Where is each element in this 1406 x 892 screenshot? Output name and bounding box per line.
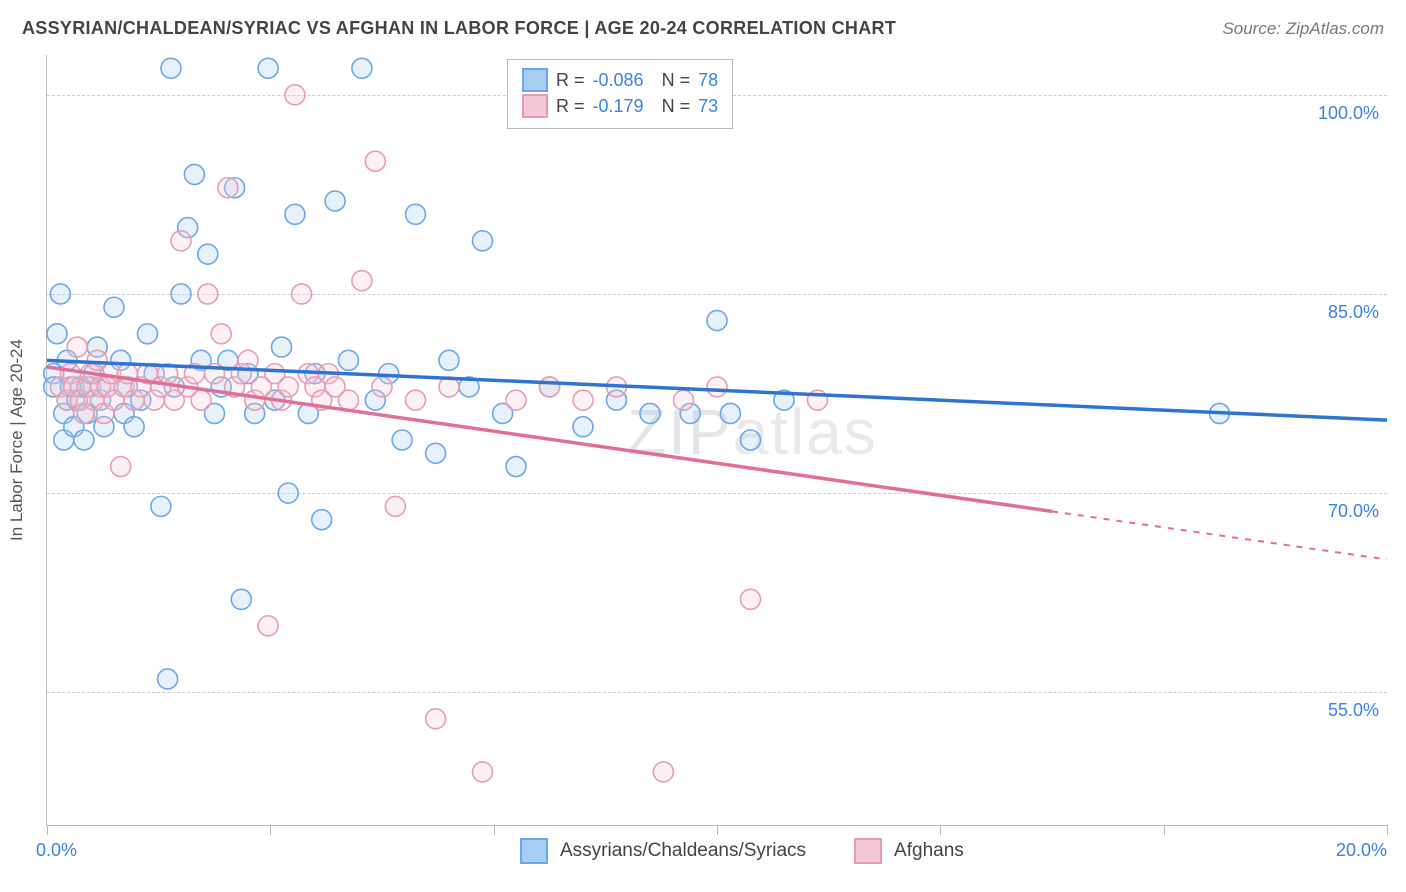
x-tick <box>494 825 495 835</box>
data-point <box>506 390 526 410</box>
data-point <box>392 430 412 450</box>
data-point <box>104 297 124 317</box>
data-point <box>285 85 305 105</box>
data-point <box>339 350 359 370</box>
data-point <box>184 164 204 184</box>
y-tick-label: 70.0% <box>1328 501 1379 522</box>
data-point <box>325 191 345 211</box>
legend-n-value: 73 <box>698 96 718 117</box>
data-point <box>506 457 526 477</box>
data-point <box>278 377 298 397</box>
data-point <box>573 390 593 410</box>
y-tick-label: 85.0% <box>1328 302 1379 323</box>
data-point <box>426 443 446 463</box>
legend-swatch <box>522 94 548 118</box>
legend-n-value: 78 <box>698 70 718 91</box>
data-point <box>74 430 94 450</box>
data-point <box>473 231 493 251</box>
data-point <box>191 390 211 410</box>
data-point <box>426 709 446 729</box>
data-point <box>151 496 171 516</box>
legend-swatch <box>520 838 548 864</box>
data-point <box>741 589 761 609</box>
data-point <box>439 350 459 370</box>
stats-legend-row: R = -0.086 N = 78 <box>522 68 718 92</box>
legend-r-value: -0.086 <box>593 70 644 91</box>
data-point <box>231 589 251 609</box>
data-point <box>674 390 694 410</box>
data-point <box>352 58 372 78</box>
y-axis-label: In Labor Force | Age 20-24 <box>7 339 27 541</box>
data-point <box>352 271 372 291</box>
legend-swatch <box>854 838 882 864</box>
data-point <box>312 510 332 530</box>
plot-area: In Labor Force | Age 20-24 ZIPatlas R = … <box>46 55 1387 826</box>
x-tick <box>717 825 718 835</box>
data-point <box>158 669 178 689</box>
data-point <box>211 324 231 344</box>
x-tick <box>1164 825 1165 835</box>
data-point <box>47 324 67 344</box>
data-point <box>198 284 218 304</box>
data-point <box>720 403 740 423</box>
x-axis-min-label: 0.0% <box>36 840 77 861</box>
title-bar: ASSYRIAN/CHALDEAN/SYRIAC VS AFGHAN IN LA… <box>22 18 1384 39</box>
data-point <box>50 284 70 304</box>
data-point <box>339 390 359 410</box>
x-axis-max-label: 20.0% <box>1336 840 1387 861</box>
source-label: Source: ZipAtlas.com <box>1222 19 1384 39</box>
data-point <box>573 417 593 437</box>
legend-swatch <box>522 68 548 92</box>
y-tick-label: 55.0% <box>1328 700 1379 721</box>
chart-title: ASSYRIAN/CHALDEAN/SYRIAC VS AFGHAN IN LA… <box>22 18 896 39</box>
data-point <box>258 616 278 636</box>
data-point <box>406 390 426 410</box>
data-point <box>653 762 673 782</box>
x-tick <box>47 825 48 835</box>
data-point <box>365 151 385 171</box>
legend-r-label: R = <box>556 70 585 91</box>
data-point <box>138 324 158 344</box>
legend-r-label: R = <box>556 96 585 117</box>
stats-legend: R = -0.086 N = 78R = -0.179 N = 73 <box>507 59 733 129</box>
legend-n-label: N = <box>652 70 691 91</box>
legend-n-label: N = <box>652 96 691 117</box>
data-point <box>707 311 727 331</box>
data-point <box>124 417 144 437</box>
data-point <box>473 762 493 782</box>
series-legend: Assyrians/Chaldeans/Syriacs Afghans <box>520 838 1000 864</box>
legend-series-label: Afghans <box>894 840 964 862</box>
x-tick <box>940 825 941 835</box>
x-tick <box>270 825 271 835</box>
data-point <box>171 284 191 304</box>
y-tick-label: 100.0% <box>1318 103 1379 124</box>
data-point <box>540 377 560 397</box>
data-point <box>272 337 292 357</box>
plot-svg <box>47 55 1387 825</box>
data-point <box>741 430 761 450</box>
data-point <box>640 403 660 423</box>
data-point <box>285 204 305 224</box>
legend-series-label: Assyrians/Chaldeans/Syriacs <box>560 840 806 862</box>
stats-legend-row: R = -0.179 N = 73 <box>522 94 718 118</box>
data-point <box>67 337 87 357</box>
data-point <box>218 178 238 198</box>
data-point <box>111 457 131 477</box>
x-tick <box>1387 825 1388 835</box>
legend-r-value: -0.179 <box>593 96 644 117</box>
data-point <box>385 496 405 516</box>
data-point <box>171 231 191 251</box>
data-point <box>198 244 218 264</box>
data-point <box>372 377 392 397</box>
data-point <box>258 58 278 78</box>
data-point <box>406 204 426 224</box>
data-point <box>278 483 298 503</box>
data-point <box>161 58 181 78</box>
data-point <box>707 377 727 397</box>
data-point <box>292 284 312 304</box>
